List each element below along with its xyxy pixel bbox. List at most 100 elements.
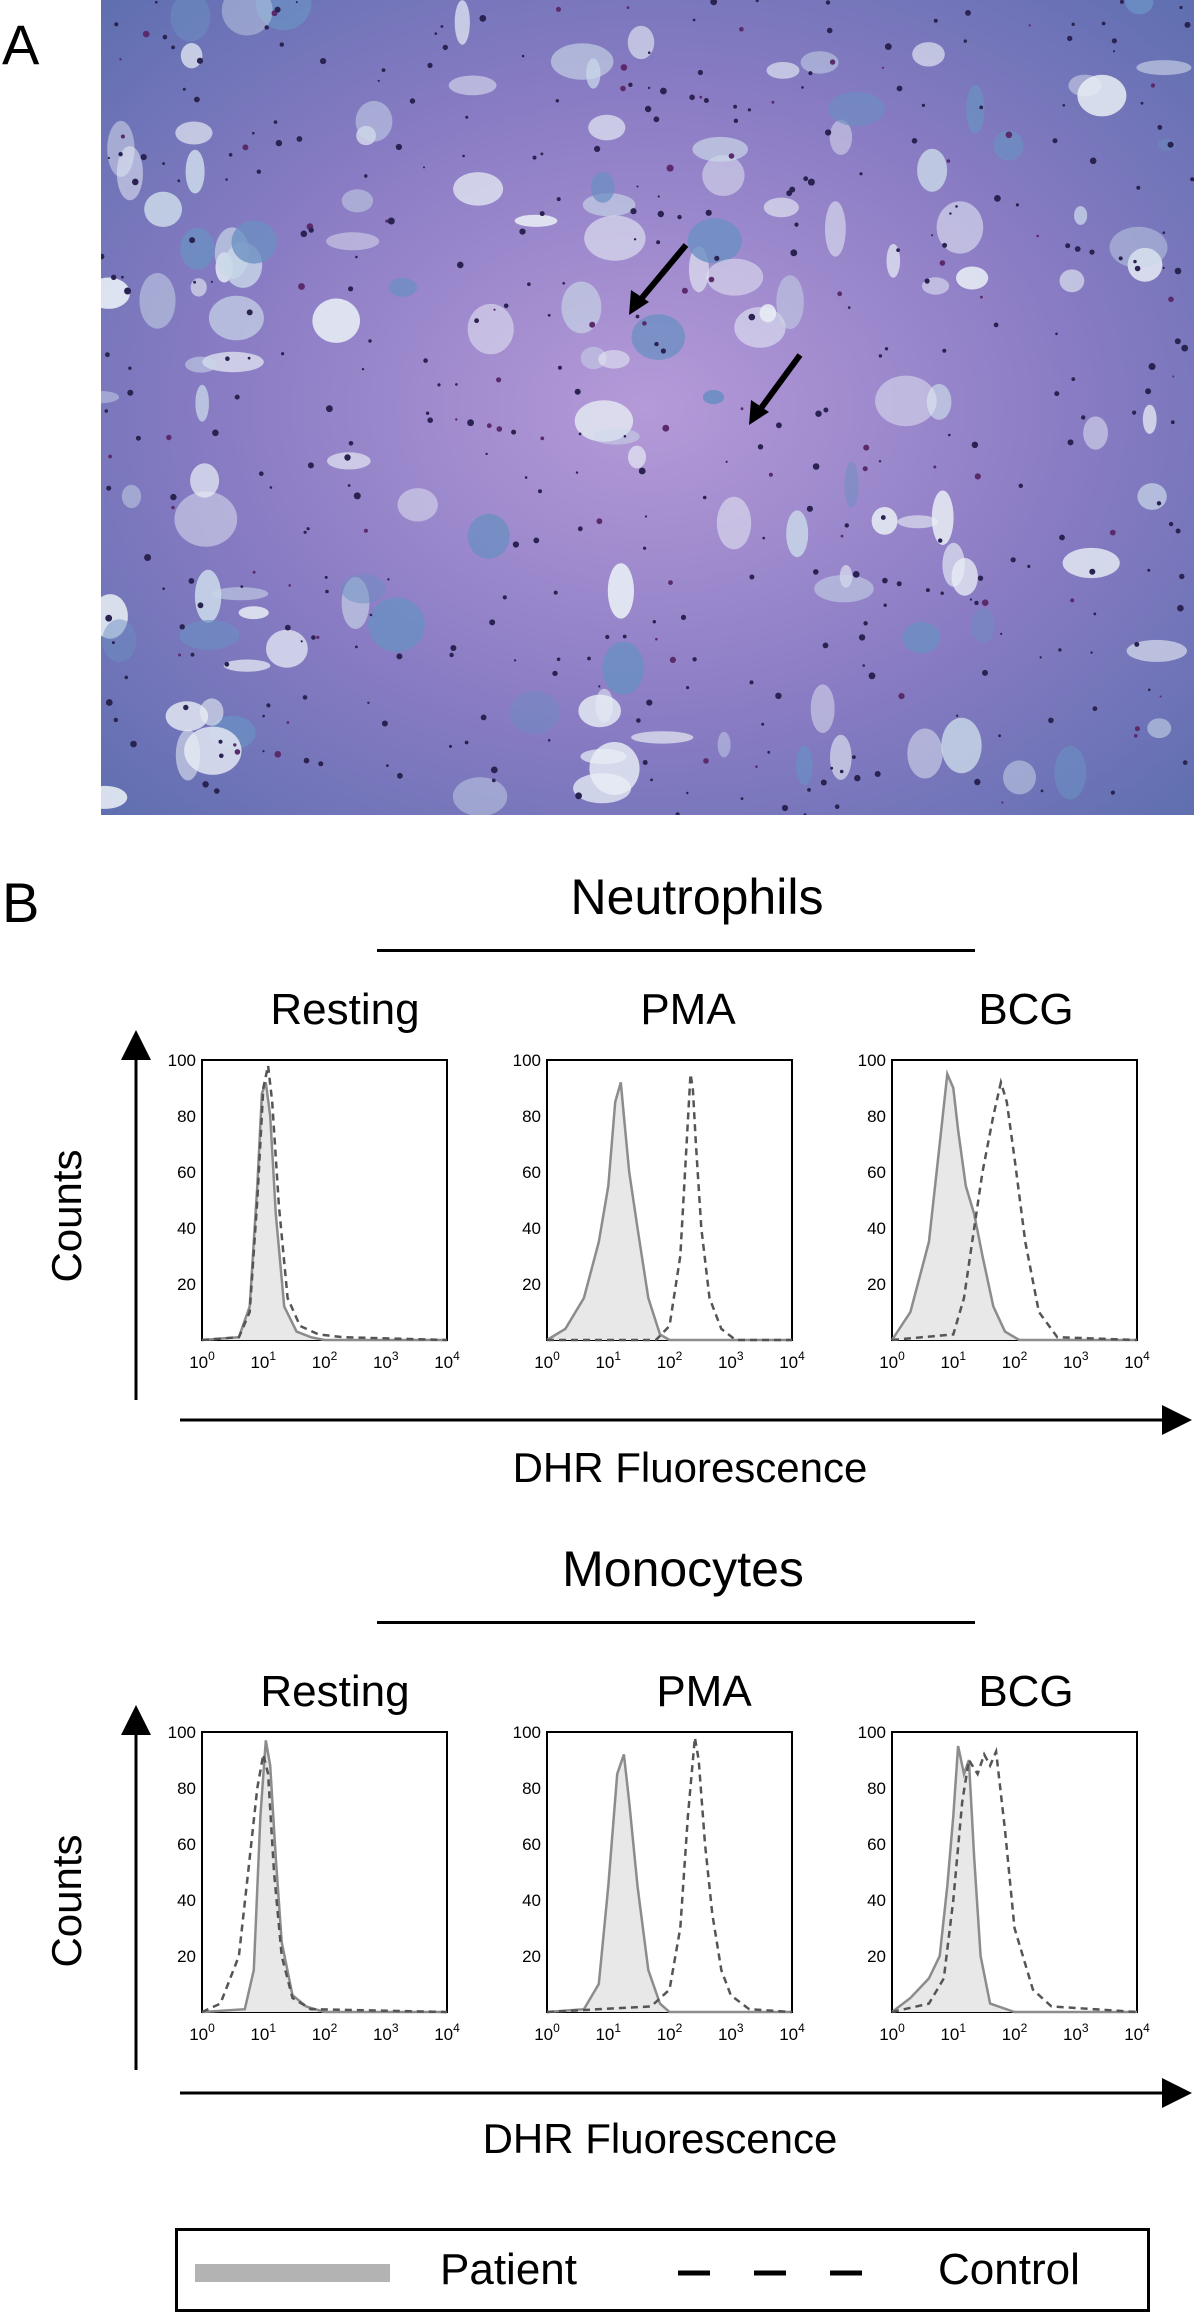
x-tick-label: 100: [534, 2021, 560, 2044]
series-area-patient: [892, 1746, 1137, 2012]
histogram-monocytes-pma: 20 40 60 80 100 100 101 102 103 104: [513, 1723, 805, 2044]
section-underline: [377, 1621, 975, 1624]
series-area-patient: [202, 1082, 447, 1340]
x-tick-label: 103: [1063, 2021, 1089, 2044]
y-tick-label: 40: [867, 1891, 886, 1910]
y-tick-label: 100: [513, 1051, 541, 1070]
condition-label-resting: Resting: [260, 1667, 410, 1716]
x-axis-label: DHR Fluorescence: [512, 1444, 868, 1491]
condition-label-pma: PMA: [640, 985, 736, 1034]
x-tick-label: 101: [595, 2021, 621, 2044]
x-tick-label: 104: [779, 1349, 805, 1372]
legend-control-label: Control: [938, 2245, 1080, 2294]
plot-frame: [546, 1731, 793, 2013]
plot-frame: [201, 1059, 448, 1341]
y-tick-label: 80: [177, 1107, 196, 1126]
y-tick-label: 60: [177, 1163, 196, 1182]
y-tick-label: 80: [522, 1107, 541, 1126]
series-line-control: [547, 1073, 792, 1342]
x-tick-label: 104: [434, 1349, 460, 1372]
y-tick-label: 80: [867, 1107, 886, 1126]
series-line-patient: [890, 1069, 1137, 1342]
y-tick-label: 60: [522, 1163, 541, 1182]
x-tick-label: 101: [940, 2021, 966, 2044]
y-tick-label: 60: [867, 1163, 886, 1182]
x-tick-label: 102: [312, 2021, 338, 2044]
legend-control-swatch: [678, 2270, 878, 2276]
x-tick-label: 100: [189, 1349, 215, 1372]
x-tick-label: 104: [779, 2021, 805, 2044]
arrow-icon: [633, 243, 689, 307]
y-tick-label: 40: [177, 1891, 196, 1910]
x-tick-label: 100: [534, 1349, 560, 1372]
condition-label-resting: Resting: [270, 985, 420, 1034]
series-line-control: [201, 1754, 448, 2014]
y-tick-label: 80: [867, 1779, 886, 1798]
x-tick-label: 103: [718, 2021, 744, 2044]
x-tick-label: 103: [1063, 1349, 1089, 1372]
x-tick-label: 101: [250, 2021, 276, 2044]
y-tick-label: 80: [522, 1779, 541, 1798]
y-tick-label: 20: [867, 1275, 886, 1294]
x-tick-label: 103: [373, 1349, 399, 1372]
y-tick-label: 60: [522, 1835, 541, 1854]
histogram-neutrophils-bcg: 20 40 60 80 100 100 101 102 103 104: [858, 1051, 1150, 1372]
series-line-patient: [546, 1753, 792, 2014]
legend-patient-swatch: [195, 2264, 390, 2282]
y-tick-label: 100: [858, 1051, 886, 1070]
histogram-neutrophils-resting: 20 40 60 80 100 100 101 102 103 104: [168, 1051, 460, 1372]
legend: Patient Control: [175, 2228, 1150, 2312]
arrow-icon: [753, 353, 803, 417]
y-tick-label: 60: [177, 1835, 196, 1854]
series-area-patient: [202, 1740, 447, 2012]
histogram-monocytes-resting: 20 40 60 80 100 100 101 102 103 104: [168, 1723, 460, 2044]
x-tick-label: 104: [1124, 1349, 1150, 1372]
section-underline: [377, 949, 975, 952]
x-tick-label: 101: [595, 1349, 621, 1372]
arrow-axes: [121, 1705, 1192, 2108]
x-tick-label: 102: [657, 1349, 683, 1372]
plot-frame: [201, 1731, 448, 2013]
y-tick-label: 40: [867, 1219, 886, 1238]
series-line-patient: [546, 1082, 792, 1342]
x-tick-label: 102: [312, 1349, 338, 1372]
x-axis-label: DHR Fluorescence: [482, 2115, 838, 2162]
y-tick-label: 100: [858, 1723, 886, 1742]
y-tick-label: 20: [522, 1275, 541, 1294]
x-tick-label: 100: [879, 2021, 905, 2044]
panel-label-a: A: [2, 13, 40, 76]
series-line-control: [891, 1746, 1138, 2014]
histogram-neutrophils-pma: 20 40 60 80 100 100 101 102 103 104: [513, 1051, 805, 1372]
y-tick-label: 20: [177, 1275, 196, 1294]
y-tick-label: 40: [177, 1219, 196, 1238]
series-line-patient: [201, 1081, 447, 1342]
x-tick-label: 102: [1002, 2021, 1028, 2044]
x-tick-label: 102: [657, 2021, 683, 2044]
y-tick-label: 100: [168, 1051, 196, 1070]
y-tick-label: 60: [867, 1835, 886, 1854]
series-line-control: [201, 1065, 448, 1342]
x-tick-label: 104: [1124, 2021, 1150, 2044]
section-title-monocytes: Monocytes: [562, 1541, 804, 1597]
y-tick-label: 80: [177, 1779, 196, 1798]
condition-label-bcg: BCG: [978, 985, 1074, 1034]
condition-label-pma: PMA: [656, 1667, 752, 1716]
micrograph-image: [101, 0, 1194, 815]
legend-patient-label: Patient: [440, 2245, 577, 2294]
x-tick-label: 103: [373, 2021, 399, 2044]
plot-frame: [891, 1731, 1138, 2013]
y-tick-label: 40: [522, 1891, 541, 1910]
y-tick-label: 40: [522, 1219, 541, 1238]
series-area-patient: [547, 1754, 792, 2012]
y-tick-label: 100: [513, 1723, 541, 1742]
y-tick-label: 20: [867, 1947, 886, 1966]
series-line-control: [891, 1077, 1138, 1342]
x-tick-label: 101: [940, 1349, 966, 1372]
panel-label-b: B: [2, 871, 40, 934]
y-tick-label: 20: [522, 1947, 541, 1966]
y-tick-label: 20: [177, 1947, 196, 1966]
series-area-patient: [892, 1074, 1137, 1340]
x-tick-label: 100: [189, 2021, 215, 2044]
condition-label-bcg: BCG: [978, 1667, 1074, 1716]
section-title-neutrophils: Neutrophils: [570, 869, 824, 925]
